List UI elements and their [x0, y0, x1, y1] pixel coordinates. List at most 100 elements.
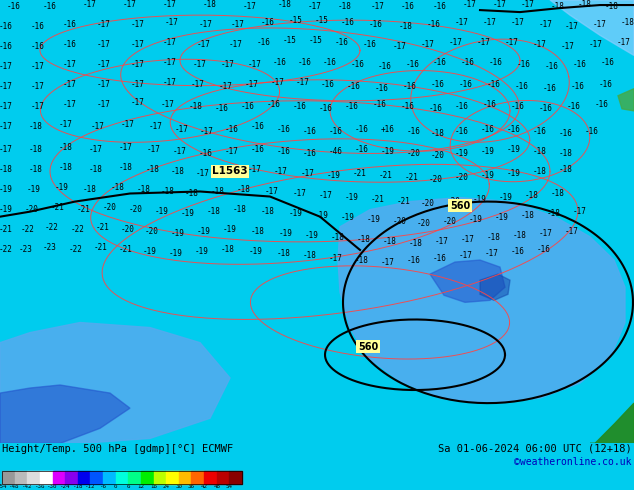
Text: -21: -21 — [397, 197, 411, 206]
Text: -17: -17 — [131, 40, 145, 49]
Text: -16: -16 — [455, 126, 469, 136]
Text: -16: -16 — [355, 124, 369, 133]
Text: -18: -18 — [137, 185, 151, 194]
Text: -16: -16 — [483, 100, 497, 109]
Bar — [204, 471, 217, 484]
Bar — [230, 471, 242, 484]
Text: -18: -18 — [487, 233, 501, 243]
Text: -18: -18 — [533, 167, 547, 176]
Text: -16: -16 — [433, 253, 447, 263]
Text: -16: -16 — [298, 58, 312, 67]
Text: -16: -16 — [351, 60, 365, 69]
Text: -6: -6 — [100, 485, 107, 490]
Text: -20: -20 — [429, 175, 443, 184]
Text: -17: -17 — [248, 165, 262, 174]
Text: -16: -16 — [251, 145, 265, 154]
Text: 24: 24 — [163, 485, 170, 490]
Text: -17: -17 — [561, 42, 575, 51]
Text: -20: -20 — [407, 148, 421, 158]
Text: -15: -15 — [309, 36, 323, 45]
Text: -18: -18 — [551, 189, 565, 198]
Text: -19: -19 — [315, 211, 329, 220]
Text: -17: -17 — [229, 40, 243, 49]
Text: -17: -17 — [573, 207, 587, 216]
Text: -17: -17 — [147, 145, 161, 154]
Text: -21: -21 — [371, 195, 385, 204]
Text: -16: -16 — [515, 82, 529, 91]
Text: -17: -17 — [200, 126, 214, 136]
Text: -48: -48 — [10, 485, 20, 490]
Text: -19: -19 — [507, 145, 521, 154]
Text: -16: -16 — [303, 126, 317, 136]
Text: -20: -20 — [393, 217, 407, 226]
Text: -16: -16 — [303, 148, 317, 158]
Polygon shape — [0, 385, 130, 443]
Text: -16: -16 — [407, 255, 421, 265]
Text: -18: -18 — [171, 167, 185, 176]
Text: -20: -20 — [447, 197, 461, 206]
Text: -17: -17 — [196, 169, 210, 178]
Text: -17: -17 — [231, 20, 245, 29]
Text: -16: -16 — [431, 80, 445, 89]
Text: -16: -16 — [539, 104, 553, 113]
Text: ©weatheronline.co.uk: ©weatheronline.co.uk — [515, 457, 632, 467]
Text: -17: -17 — [97, 40, 111, 49]
Text: -18: -18 — [83, 185, 97, 194]
Text: -17: -17 — [271, 78, 285, 87]
Text: -16: -16 — [369, 20, 383, 29]
Text: -18: -18 — [547, 209, 561, 218]
Bar — [65, 471, 78, 484]
Text: -18: -18 — [0, 165, 13, 174]
Text: -17: -17 — [393, 42, 407, 51]
Text: -17: -17 — [301, 169, 315, 178]
Text: -18: -18 — [72, 485, 83, 490]
Text: -17: -17 — [219, 82, 233, 91]
Text: -18: -18 — [605, 1, 619, 11]
Text: -18: -18 — [338, 1, 352, 11]
Text: -17: -17 — [319, 191, 333, 200]
Text: -20: -20 — [417, 219, 431, 228]
Text: -17: -17 — [381, 258, 395, 267]
Text: -24: -24 — [60, 485, 70, 490]
Text: -18: -18 — [233, 205, 247, 214]
Text: -16: -16 — [461, 58, 475, 67]
Text: -15: -15 — [315, 16, 329, 24]
Text: -17: -17 — [485, 249, 499, 259]
Text: -18: -18 — [303, 251, 317, 261]
Text: -17: -17 — [173, 147, 187, 156]
Text: -16: -16 — [545, 62, 559, 71]
Text: -17: -17 — [0, 82, 13, 91]
Text: -19: -19 — [495, 213, 509, 222]
Bar — [153, 471, 166, 484]
Text: -18: -18 — [161, 187, 175, 196]
Text: -17: -17 — [83, 0, 97, 8]
Text: -16: -16 — [427, 20, 441, 29]
Text: -16: -16 — [373, 100, 387, 109]
Text: -17: -17 — [31, 82, 45, 91]
Text: -17: -17 — [31, 102, 45, 111]
Bar — [141, 471, 153, 484]
Text: -21: -21 — [405, 173, 419, 182]
Text: -17: -17 — [225, 147, 239, 156]
Text: -17: -17 — [455, 18, 469, 26]
Text: -19: -19 — [181, 209, 195, 218]
Text: -17: -17 — [89, 145, 103, 154]
Text: -18: -18 — [29, 145, 43, 154]
Text: -19: -19 — [155, 207, 169, 216]
Text: L1563: L1563 — [212, 166, 248, 176]
Text: -17: -17 — [131, 60, 145, 69]
Text: -16: -16 — [455, 102, 469, 111]
Text: -17: -17 — [0, 122, 13, 131]
Text: -17: -17 — [274, 167, 288, 176]
Text: -19: -19 — [367, 215, 381, 224]
Text: -21: -21 — [51, 203, 65, 212]
Text: -17: -17 — [459, 251, 473, 261]
Text: -16: -16 — [517, 60, 531, 69]
Text: -20: -20 — [145, 227, 159, 236]
Text: -18: -18 — [221, 245, 235, 254]
Text: -17: -17 — [533, 40, 547, 49]
Text: -54: -54 — [0, 485, 7, 490]
Text: -22: -22 — [0, 245, 13, 254]
Text: -16: -16 — [341, 18, 355, 26]
Text: -18: -18 — [29, 122, 43, 131]
